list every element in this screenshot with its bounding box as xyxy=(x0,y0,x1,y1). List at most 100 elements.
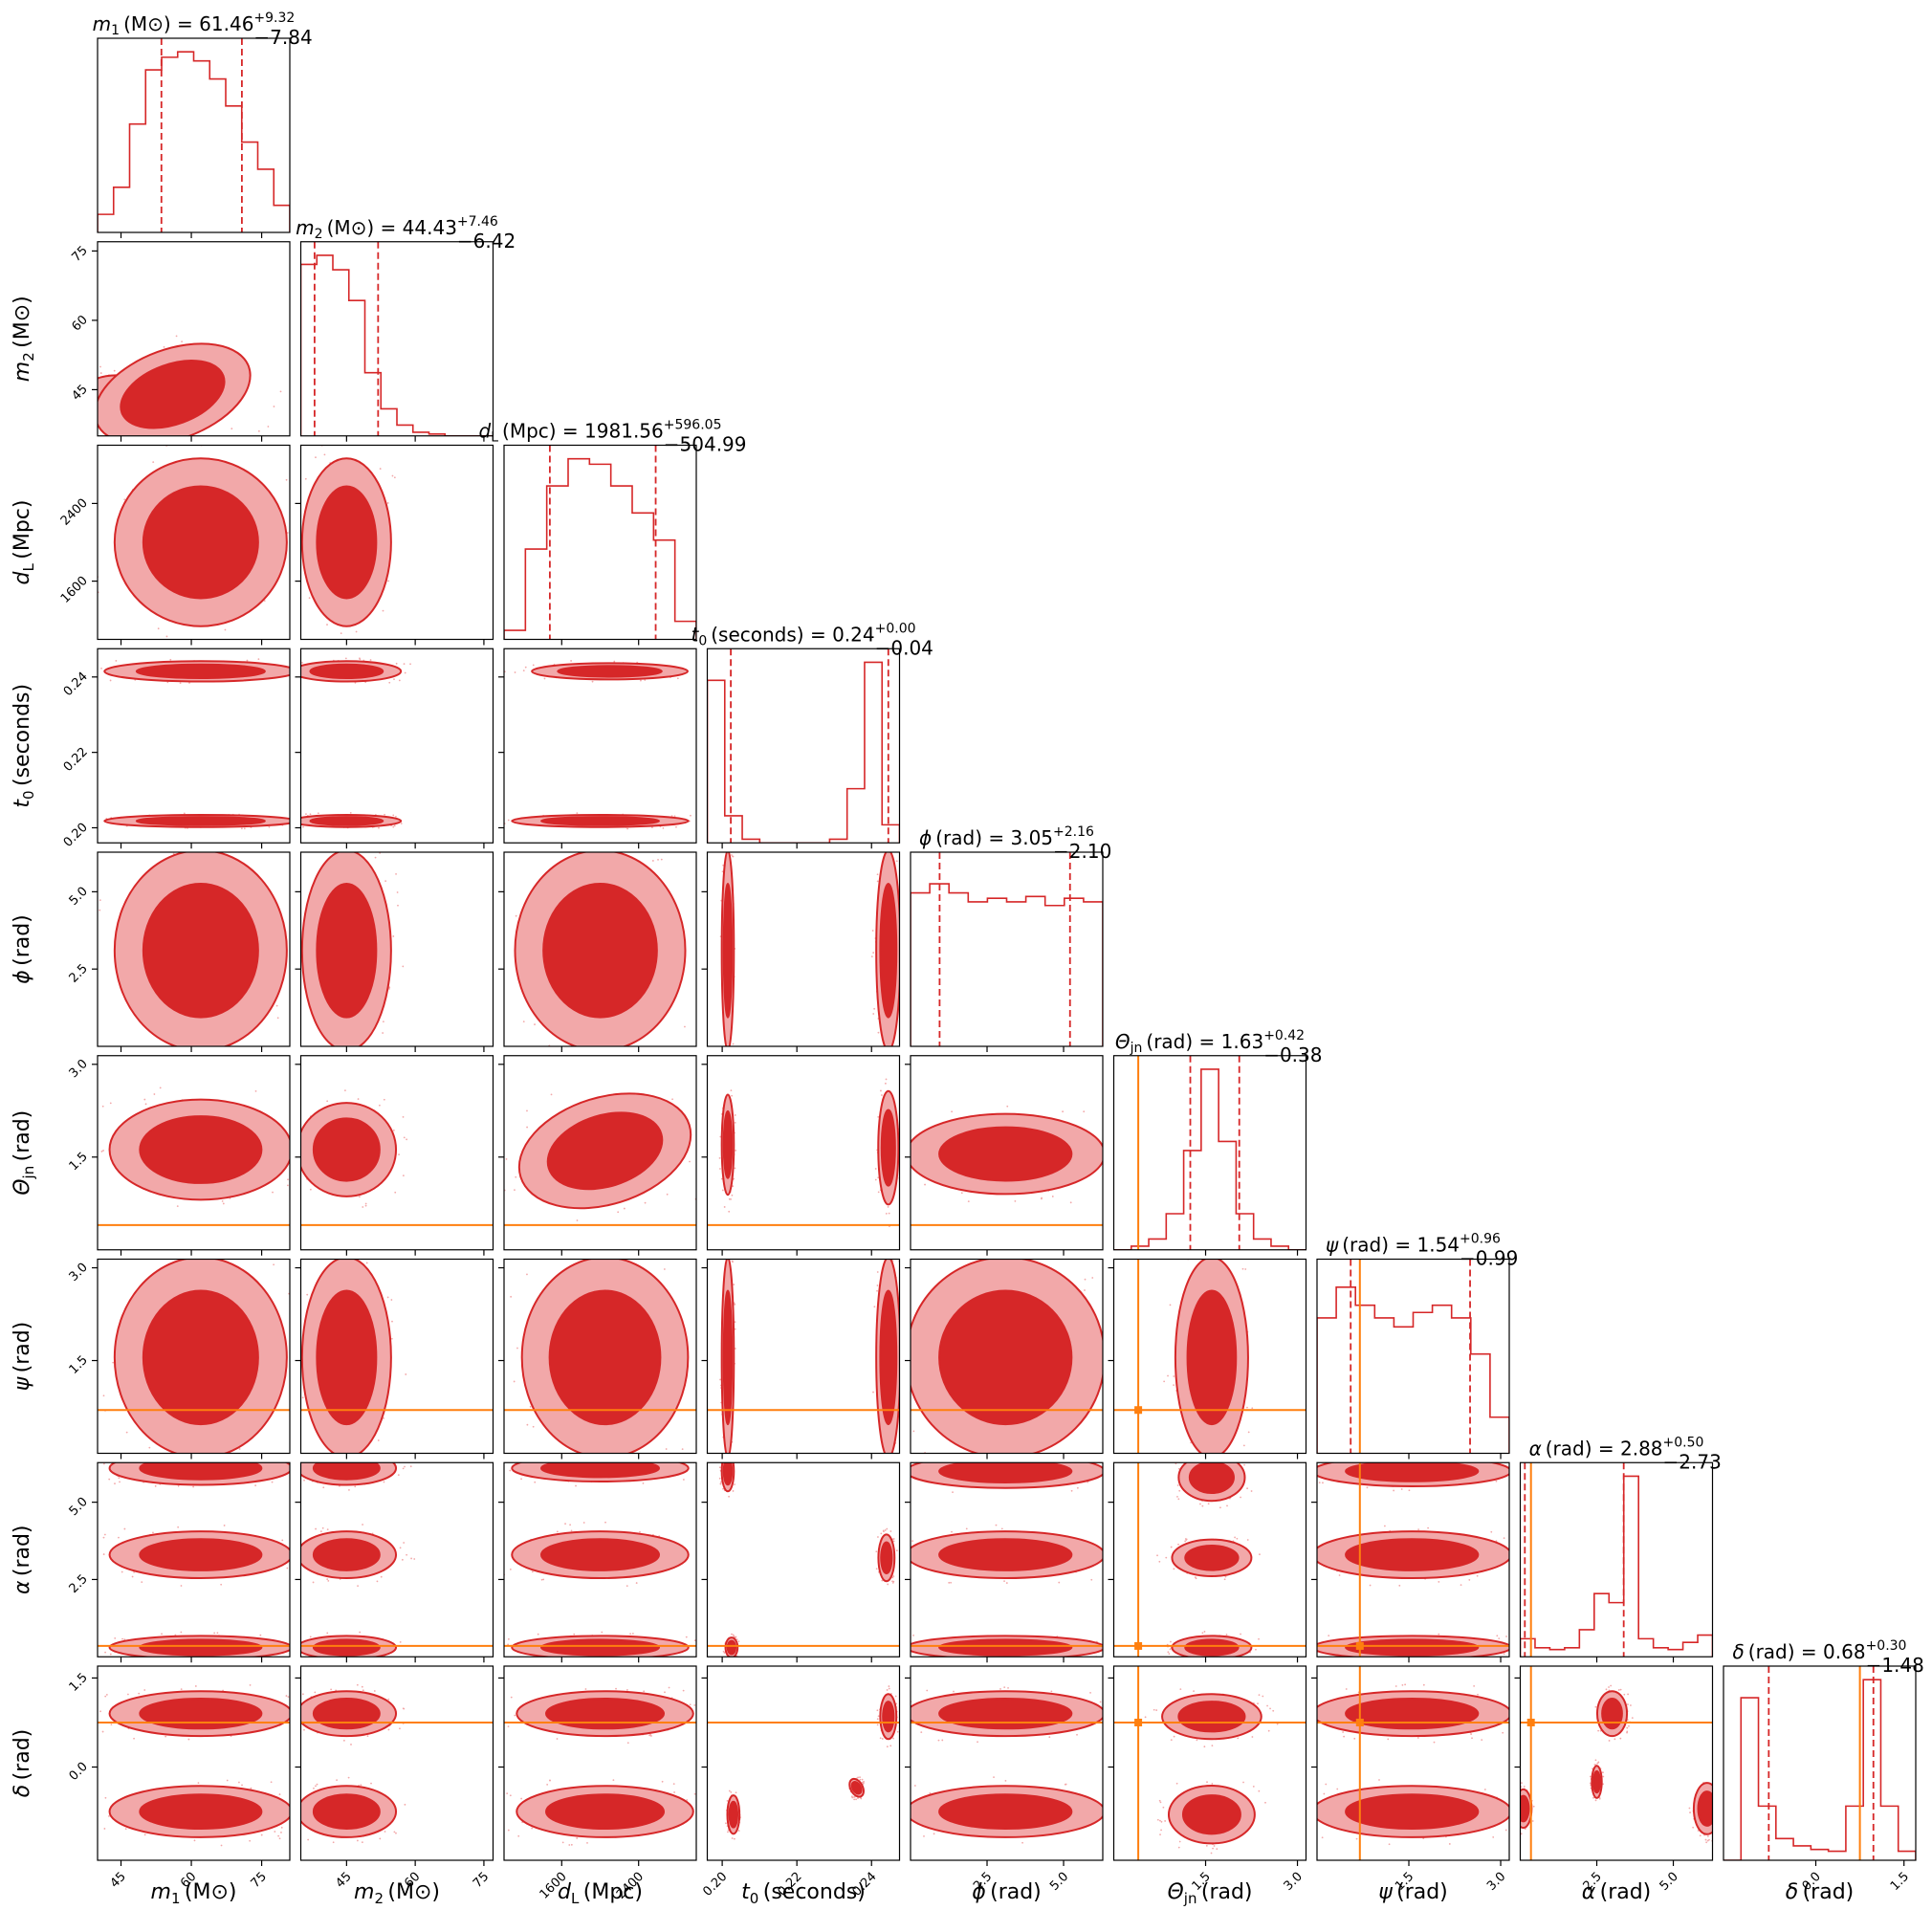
scatter-point xyxy=(1477,1693,1479,1696)
scatter-point xyxy=(643,1690,646,1693)
scatter-point xyxy=(478,1464,480,1466)
scatter-point xyxy=(723,1206,726,1208)
x-axis-label-t0: t0 (seconds) xyxy=(741,1880,866,1907)
scatter-point xyxy=(1626,1726,1629,1729)
scatter-point xyxy=(650,1735,652,1737)
scatter-point xyxy=(1240,1633,1241,1636)
scatter-point xyxy=(873,1306,876,1308)
y-tick-label: 2.5 xyxy=(67,1572,91,1596)
scatter-point xyxy=(348,426,350,428)
scatter-point xyxy=(882,825,884,827)
scatter-point xyxy=(403,663,406,666)
scatter-point xyxy=(366,1735,369,1738)
scatter-point xyxy=(1159,1819,1161,1822)
scatter-point xyxy=(908,1816,910,1818)
scatter-point xyxy=(291,1561,293,1563)
scatter-point xyxy=(1233,1658,1235,1659)
scatter-point xyxy=(889,1819,890,1821)
scatter-point xyxy=(1445,1658,1447,1659)
scatter-point xyxy=(1597,1729,1600,1732)
scatter-point xyxy=(727,828,729,830)
scatter-point xyxy=(161,1633,163,1636)
scatter-point xyxy=(698,1645,700,1647)
scatter-point xyxy=(298,821,300,823)
panel-title-alpha: α (rad) = 2.88+0.50 xyxy=(1529,1435,1704,1460)
scatter-point xyxy=(315,1527,317,1530)
scatter-point xyxy=(719,1482,722,1484)
scatter-point xyxy=(344,657,347,660)
scatter-point xyxy=(216,1632,219,1635)
scatter-point xyxy=(1175,1782,1178,1785)
y-tick-label: 3.0 xyxy=(67,1057,91,1081)
scatter-point xyxy=(734,1303,736,1306)
scatter-point xyxy=(485,823,487,824)
scatter-point xyxy=(391,1320,393,1323)
x-axis-label-phi: ϕ (rad) xyxy=(972,1880,1042,1904)
scatter-point xyxy=(1304,1717,1306,1719)
contour-inner xyxy=(312,1117,381,1182)
scatter-point xyxy=(404,1803,406,1806)
scatter-point xyxy=(1404,1683,1407,1686)
scatter-point xyxy=(629,1633,632,1636)
scatter-point xyxy=(1211,1745,1214,1747)
scatter-point xyxy=(948,1581,951,1584)
scatter-point xyxy=(297,1139,299,1141)
scatter-point xyxy=(731,1449,733,1451)
scatter-point xyxy=(876,873,879,876)
y-tick-label: 0.22 xyxy=(61,745,91,775)
scatter-point xyxy=(1492,1835,1495,1838)
scatter-point xyxy=(1706,1835,1709,1837)
scatter-point xyxy=(373,1051,375,1053)
scatter-point xyxy=(876,1284,879,1286)
scatter-point xyxy=(861,1778,864,1781)
scatter-point xyxy=(568,1844,571,1846)
panel-title-phi: ϕ (rad) = 3.05+2.16 xyxy=(919,824,1094,849)
scatter-point xyxy=(1160,1820,1163,1823)
scatter-point xyxy=(890,1820,892,1822)
scatter-point xyxy=(876,1718,879,1721)
scatter-point xyxy=(220,1583,223,1586)
y-tick-label: 2.5 xyxy=(67,961,91,985)
scatter-point xyxy=(377,1439,380,1441)
scatter-point xyxy=(384,880,387,883)
scatter-point xyxy=(689,1160,691,1163)
scatter-point xyxy=(89,556,91,558)
scatter-point xyxy=(1216,1848,1218,1851)
scatter-point xyxy=(522,1021,525,1023)
scatter-point xyxy=(876,1289,878,1292)
scatter-point xyxy=(1438,1633,1440,1636)
scatter-point xyxy=(1173,1384,1175,1387)
scatter-point xyxy=(125,1431,128,1434)
scatter-point xyxy=(402,965,405,968)
scatter-point xyxy=(340,1660,341,1662)
scatter-point xyxy=(554,1244,556,1246)
scatter-point xyxy=(1276,1723,1279,1725)
panel-frame xyxy=(299,648,494,844)
scatter-point xyxy=(1468,1578,1471,1581)
scatter-point xyxy=(399,1547,402,1549)
panel-frame xyxy=(299,1461,494,1658)
scatter-point xyxy=(224,628,227,631)
scatter-point xyxy=(108,1478,111,1481)
scatter-point xyxy=(538,1659,539,1661)
scatter-point xyxy=(1203,1631,1206,1633)
scatter-point xyxy=(383,1098,385,1101)
contour-inner xyxy=(316,882,378,1019)
panel-frame xyxy=(299,444,494,641)
scatter-point xyxy=(87,936,89,938)
scatter-point xyxy=(1219,1506,1221,1509)
scatter-point xyxy=(1201,1504,1204,1507)
scatter-point xyxy=(100,1151,103,1153)
scatter-point xyxy=(905,1475,907,1477)
contour-inner xyxy=(850,1781,863,1795)
scatter-point xyxy=(593,1244,595,1246)
scatter-point xyxy=(287,1696,290,1699)
scatter-point xyxy=(121,1570,123,1573)
scatter-point xyxy=(732,1246,734,1248)
scatter-point xyxy=(1255,1648,1257,1651)
scatter-point xyxy=(1224,1575,1227,1578)
scatter-point xyxy=(144,1103,147,1106)
scatter-point xyxy=(1209,1661,1211,1663)
y-axis-label-t0: t0 (seconds) xyxy=(11,684,37,808)
scatter-point xyxy=(719,1378,721,1381)
